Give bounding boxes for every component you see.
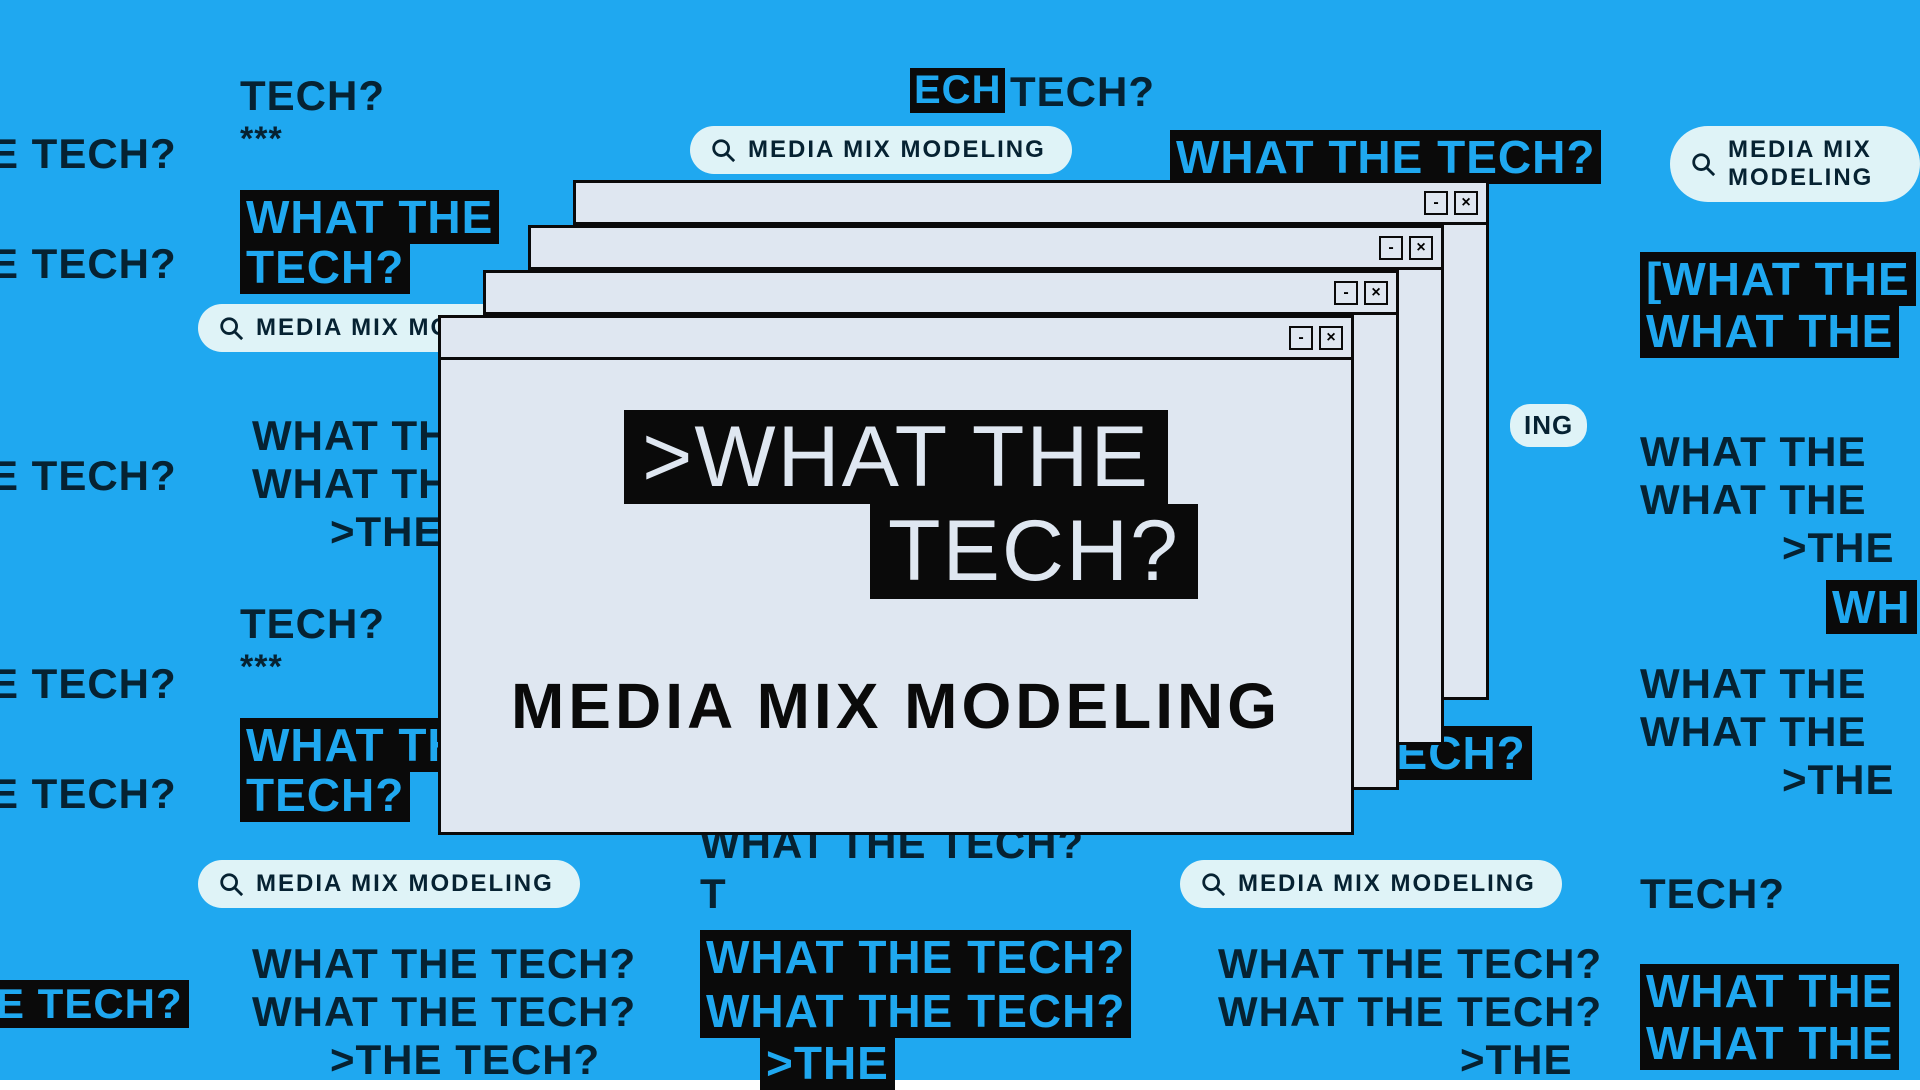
background-text: WHAT THE bbox=[1640, 964, 1899, 1018]
background-text: TECH? bbox=[240, 768, 410, 822]
background-text: [WHAT THE bbox=[1640, 252, 1916, 306]
main-window: - × >WHAT THE TECH? MEDIA MIX MODELING bbox=[438, 315, 1354, 835]
search-pill: MEDIA MIX MODELING bbox=[198, 860, 580, 908]
background-text: ECH bbox=[910, 68, 1005, 113]
background-text: WHAT THE TECH? bbox=[252, 940, 636, 988]
minimize-button[interactable]: - bbox=[1334, 281, 1358, 305]
background-text: >THE bbox=[330, 508, 443, 556]
hero-subtitle: MEDIA MIX MODELING bbox=[511, 669, 1281, 743]
background-text: >THE bbox=[1782, 524, 1895, 572]
search-icon bbox=[1200, 871, 1226, 897]
minimize-button[interactable]: - bbox=[1379, 236, 1403, 260]
background-text: TECH? bbox=[1010, 68, 1155, 116]
background-text: WHAT THE TECH? bbox=[252, 988, 636, 1036]
background-text: E TECH? bbox=[0, 452, 177, 500]
background-text: >THE bbox=[1782, 756, 1895, 804]
search-pill-label: MEDIA MIX MODELING bbox=[748, 136, 1046, 164]
background-text: WHAT THE bbox=[1640, 1016, 1899, 1070]
background-text: >THE bbox=[1460, 1036, 1573, 1084]
background-text: WHAT THE bbox=[1640, 428, 1867, 476]
search-pill-label: MEDIA MIX MODELING bbox=[1238, 870, 1536, 898]
background-text: WH bbox=[1826, 580, 1917, 634]
search-pill-label: MEDIA MIX MODELING bbox=[1728, 136, 1894, 192]
background-text: WHAT THE TECH? bbox=[1218, 940, 1602, 988]
search-icon bbox=[710, 137, 736, 163]
background-text: WHAT THE bbox=[1640, 476, 1867, 524]
background-text: >THE TECH? bbox=[330, 1036, 600, 1084]
background-text: WHAT THE bbox=[240, 190, 499, 244]
background-text: TECH? bbox=[1640, 870, 1785, 918]
background-text: TECH? bbox=[240, 72, 385, 120]
background-text: E TECH? bbox=[0, 770, 177, 818]
background-text: *** bbox=[240, 120, 283, 159]
hero-title: >WHAT THE TECH? bbox=[624, 410, 1168, 599]
search-icon bbox=[218, 871, 244, 897]
minimize-button[interactable]: - bbox=[1424, 191, 1448, 215]
search-pill: MEDIA MIX MODELING bbox=[1180, 860, 1562, 908]
search-pill: MEDIA MIX MODELING bbox=[690, 126, 1072, 174]
background-text: WHAT THE bbox=[1640, 304, 1899, 358]
minimize-button[interactable]: - bbox=[1289, 326, 1313, 350]
close-button[interactable]: × bbox=[1409, 236, 1433, 260]
search-pill-label: MEDIA MIX MODELING bbox=[256, 870, 554, 898]
window-body: >WHAT THE TECH? MEDIA MIX MODELING bbox=[441, 360, 1351, 783]
background-text: WHAT THE bbox=[1640, 708, 1867, 756]
background-text: E TECH? bbox=[0, 240, 177, 288]
background-text: WHAT THE TECH? bbox=[700, 930, 1131, 984]
window-titlebar: - × bbox=[531, 228, 1441, 270]
background-text: ING bbox=[1510, 404, 1587, 447]
close-button[interactable]: × bbox=[1364, 281, 1388, 305]
search-icon bbox=[1690, 151, 1716, 177]
background-text: E TECH? bbox=[0, 980, 189, 1028]
close-button[interactable]: × bbox=[1454, 191, 1478, 215]
background-text: TECH? bbox=[240, 240, 410, 294]
background-text: E TECH? bbox=[0, 660, 177, 708]
background-text: *** bbox=[240, 648, 283, 687]
background-text: T bbox=[700, 870, 727, 918]
background-text: WHAT THE TECH? bbox=[700, 984, 1131, 1038]
close-button[interactable]: × bbox=[1319, 326, 1343, 350]
hero-line-1: >WHAT THE bbox=[624, 410, 1168, 504]
hero-line-2: TECH? bbox=[870, 504, 1198, 598]
background-text: WHAT THE TECH? bbox=[1170, 130, 1601, 184]
background-text: WHAT THE TECH? bbox=[1218, 988, 1602, 1036]
background-text: >THE bbox=[760, 1036, 895, 1090]
window-titlebar: - × bbox=[486, 273, 1396, 315]
window-titlebar: - × bbox=[441, 318, 1351, 360]
background-text: TECH? bbox=[240, 600, 385, 648]
search-icon bbox=[218, 315, 244, 341]
window-titlebar: - × bbox=[576, 183, 1486, 225]
background-text: WHAT THE bbox=[1640, 660, 1867, 708]
search-pill: MEDIA MIX MODELING bbox=[1670, 126, 1920, 202]
background-text: E TECH? bbox=[0, 130, 177, 178]
